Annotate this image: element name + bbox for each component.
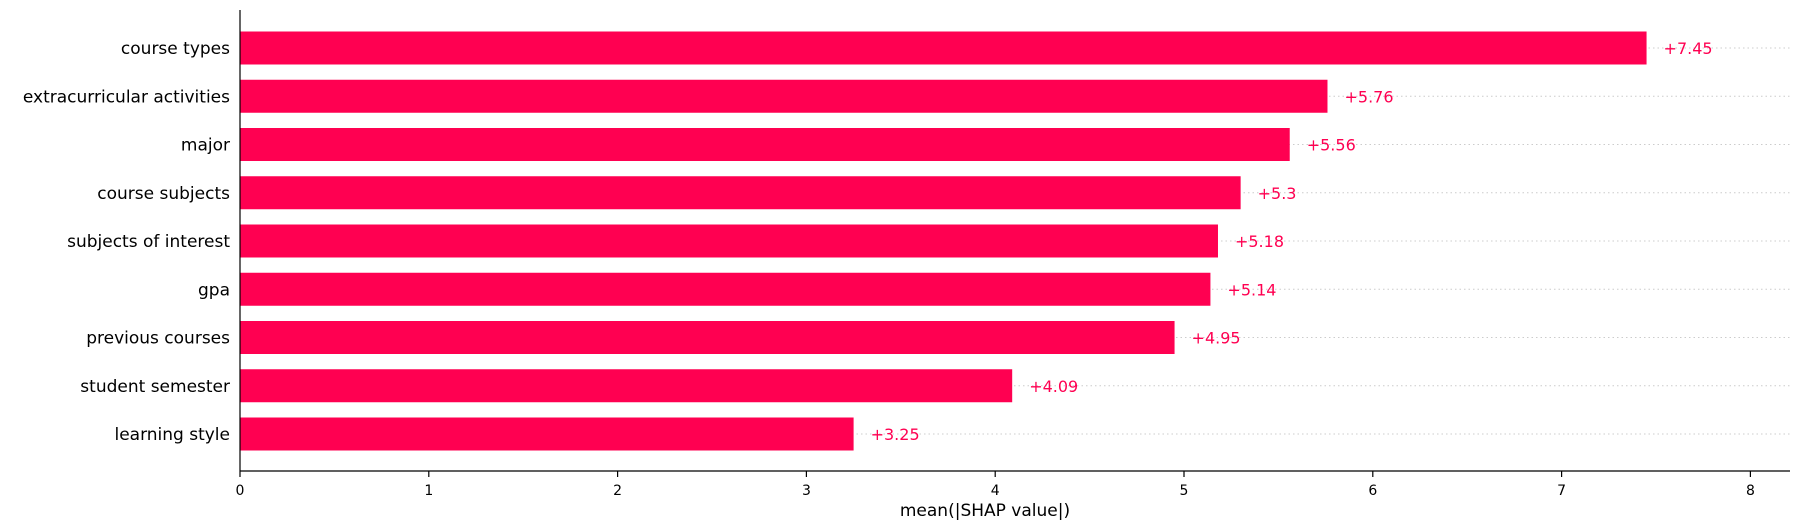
bar-value-label: +4.09 [1029, 377, 1078, 396]
bar [240, 321, 1175, 354]
bar [240, 79, 1328, 113]
bar-value-label: +5.76 [1344, 87, 1393, 106]
bar [240, 417, 854, 451]
category-label: learning style [114, 425, 230, 445]
category-label: extracurricular activities [23, 87, 230, 107]
bar-value-label: +7.45 [1664, 39, 1713, 58]
x-tick-label: 0 [236, 483, 245, 499]
bar [240, 272, 1211, 306]
bar [240, 369, 1013, 403]
x-tick-label: 6 [1368, 483, 1377, 499]
x-ticks-group: 0 1 2 3 4 5 6 7 8 [236, 471, 1755, 499]
x-tick-label: 5 [1180, 483, 1189, 499]
x-tick-label: 2 [613, 483, 622, 499]
category-label: previous courses [86, 329, 230, 349]
bars-group [240, 31, 1647, 451]
bar-value-label: +5.14 [1227, 280, 1276, 299]
bar [240, 128, 1290, 161]
x-tick-label: 7 [1557, 483, 1566, 499]
bar-value-label: +5.18 [1235, 232, 1284, 251]
category-label: major [181, 136, 230, 156]
category-label: course subjects [97, 184, 230, 204]
bar [240, 31, 1647, 65]
value-labels-group: +7.45 +5.76 +5.56 +5.3 +5.18 +5.14 +4.95 +4.09 +… [871, 39, 1713, 444]
x-tick-label: 3 [802, 483, 811, 499]
category-label: subjects of interest [67, 232, 230, 252]
bar-value-label: +5.3 [1258, 184, 1297, 203]
x-tick-label: 8 [1746, 483, 1755, 499]
category-label: student semester [80, 377, 230, 397]
bar-value-label: +5.56 [1307, 136, 1356, 155]
category-label: course types [121, 39, 230, 59]
axes-group [239, 10, 1790, 472]
category-labels-group: course types extracurricular activities ma… [23, 39, 230, 445]
x-tick-label: 4 [991, 483, 1000, 499]
x-tick-label: 1 [424, 483, 433, 499]
x-axis-title: mean(|SHAP value|) [900, 501, 1070, 521]
bar [240, 176, 1241, 210]
category-label: gpa [198, 280, 230, 300]
bar-value-label: +3.25 [871, 425, 920, 444]
bar [240, 224, 1218, 258]
bar-value-label: +4.95 [1192, 329, 1241, 348]
